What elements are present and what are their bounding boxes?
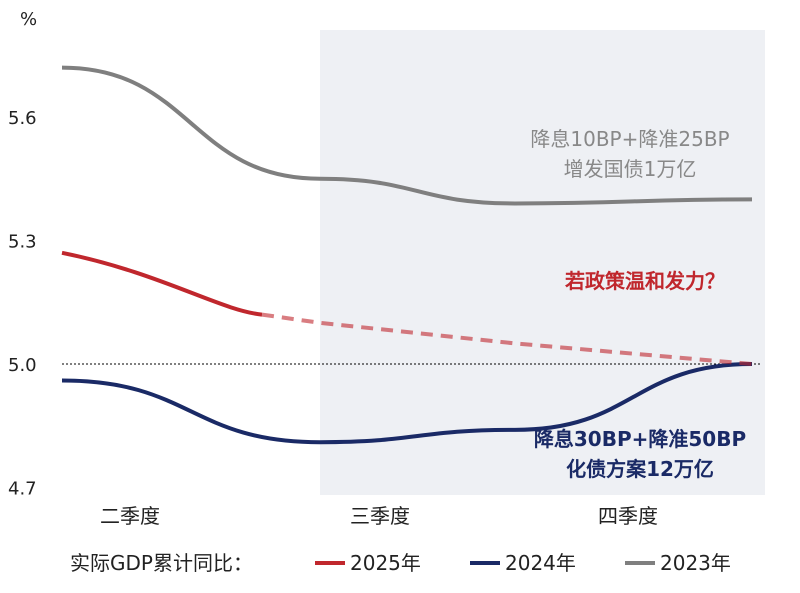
legend-title: 实际GDP累计同比： xyxy=(70,551,253,575)
series-2025-line xyxy=(61,250,263,317)
y-tick-label: 5.3 xyxy=(8,232,37,253)
legend-2025: 2025年 xyxy=(350,551,421,575)
series-2025-dashed xyxy=(261,312,753,366)
annotation-2023-line2: 增发国债1万亿 xyxy=(564,157,697,181)
forecast-shading xyxy=(320,30,765,495)
legend-2024: 2024年 xyxy=(505,551,576,575)
x-tick-q4: 四季度 xyxy=(598,504,658,528)
x-tick-q3: 三季度 xyxy=(350,504,410,528)
y-tick-label: 4.7 xyxy=(8,479,37,500)
series-2023-line xyxy=(61,65,753,206)
x-tick-q2: 二季度 xyxy=(100,504,160,528)
y-tick-label: 5.6 xyxy=(8,108,37,129)
annotation-2023-line1: 降息10BP+降准25BP xyxy=(530,127,729,151)
annotation-2024-line1: 降息30BP+降准50BP xyxy=(534,427,746,451)
y-unit-label: % xyxy=(20,9,37,30)
y-tick-label: 5.0 xyxy=(8,355,37,376)
annotation-2025: 若政策温和发力？ xyxy=(564,269,725,293)
legend-2023: 2023年 xyxy=(660,551,731,575)
annotation-2024-line2: 化债方案12万亿 xyxy=(566,457,714,481)
series-2024-line xyxy=(61,362,753,445)
